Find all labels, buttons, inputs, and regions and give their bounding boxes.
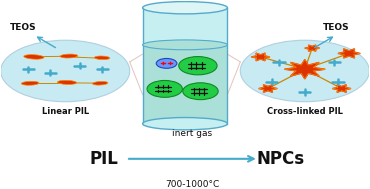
Text: Linear PIL: Linear PIL (42, 107, 89, 116)
Bar (142, 8, 228, 124)
Bar (142, 45, 228, 124)
Polygon shape (259, 85, 277, 92)
Text: TEOS: TEOS (323, 23, 350, 32)
Circle shape (147, 81, 182, 97)
Polygon shape (305, 45, 320, 51)
Ellipse shape (92, 81, 108, 85)
Ellipse shape (142, 2, 228, 14)
Text: inert gas: inert gas (172, 129, 212, 138)
Ellipse shape (21, 81, 39, 85)
Ellipse shape (24, 55, 44, 59)
Text: TEOS: TEOS (10, 23, 37, 32)
Ellipse shape (57, 80, 77, 84)
Polygon shape (332, 85, 351, 92)
Polygon shape (285, 60, 325, 79)
Circle shape (1, 40, 130, 102)
Ellipse shape (60, 54, 78, 58)
Ellipse shape (94, 56, 110, 60)
Circle shape (179, 57, 217, 75)
Polygon shape (251, 53, 270, 61)
Circle shape (183, 83, 218, 100)
Circle shape (240, 40, 369, 102)
Text: NPCs: NPCs (257, 150, 305, 168)
Text: PIL: PIL (90, 150, 118, 168)
Circle shape (156, 58, 177, 68)
Ellipse shape (142, 118, 228, 130)
Text: Cross-linked PIL: Cross-linked PIL (267, 107, 343, 116)
Ellipse shape (142, 40, 228, 50)
Polygon shape (338, 49, 360, 58)
Text: 700-1000°C: 700-1000°C (165, 180, 219, 189)
